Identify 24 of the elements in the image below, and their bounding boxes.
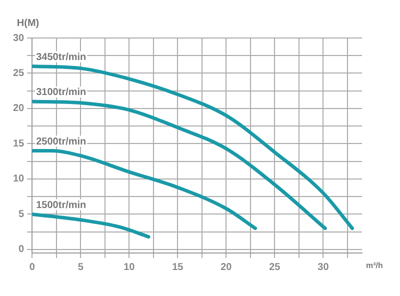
x-tick-label: 0 <box>29 262 36 273</box>
x-tick-label: 5 <box>78 262 84 273</box>
x-axis-title: m³/h <box>366 261 383 270</box>
line-series <box>32 100 327 230</box>
x-tick-label: 20 <box>220 262 232 273</box>
x-tick-label: 25 <box>269 262 281 273</box>
y-tick-label: 15 <box>13 138 25 150</box>
y-tick-label: 25 <box>13 68 25 79</box>
y-tick-label: 20 <box>13 103 25 114</box>
x-tick-label: 30 <box>318 262 330 273</box>
series-label: 1500tr/min <box>36 200 86 211</box>
series-label: 2500tr/min <box>36 136 86 148</box>
series-label: 3100tr/min <box>36 87 86 98</box>
y-tick-label: 0 <box>18 244 25 256</box>
y-tick-label: 30 <box>13 32 25 44</box>
x-tick-label: 15 <box>172 262 184 273</box>
line-series <box>32 212 150 239</box>
y-tick-label: 10 <box>13 174 25 185</box>
y-tick-label: 5 <box>18 208 25 220</box>
line-series <box>32 149 258 230</box>
line-series <box>32 64 354 230</box>
x-tick-label: 10 <box>124 262 136 273</box>
y-axis-title: H(M) <box>16 18 40 29</box>
series-label: 3450tr/min <box>36 52 86 63</box>
